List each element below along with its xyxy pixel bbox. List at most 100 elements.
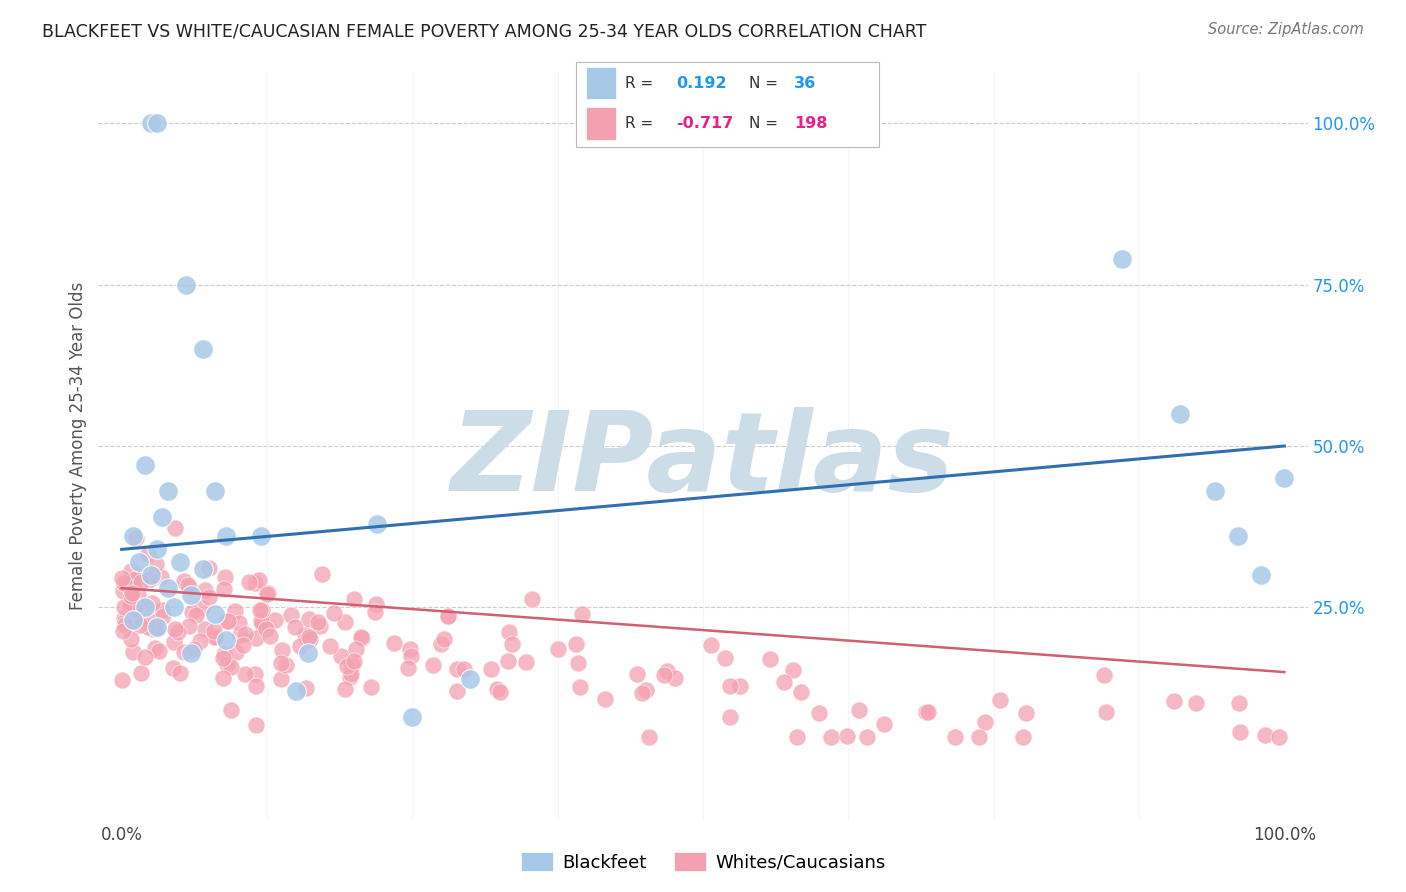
Point [186,607,208,622]
Point [1184,696,1206,710]
Point [298,630,321,644]
Point [217,614,239,628]
Point [652,668,675,682]
Point [718,679,741,693]
Point [232,638,254,652]
Point [340,666,363,681]
Point [136,547,159,561]
Point [437,609,460,624]
Point [270,656,292,670]
Point [114,618,136,632]
Text: N =: N = [749,116,783,131]
Point [145,542,167,557]
Point [163,521,186,535]
Point [343,654,366,668]
Point [157,484,180,499]
Point [173,644,195,658]
Point [498,625,520,640]
Point [307,615,329,630]
Point [233,667,256,681]
Point [129,618,152,632]
Point [429,637,451,651]
Point [339,670,361,684]
Point [131,665,153,680]
Point [945,730,967,744]
Point [522,591,544,606]
Point [284,620,307,634]
Point [634,682,657,697]
Point [191,562,214,576]
Point [111,673,134,687]
Text: 198: 198 [794,116,828,131]
Point [567,656,589,670]
Text: Source: ZipAtlas.com: Source: ZipAtlas.com [1208,22,1364,37]
Point [488,685,510,699]
Point [139,572,162,586]
Point [112,576,135,591]
Point [790,685,813,699]
Point [224,604,246,618]
Point [120,632,142,646]
Point [129,601,152,615]
Point [1250,568,1272,582]
Point [249,603,271,617]
Point [501,637,523,651]
Point [700,638,723,652]
Point [215,615,238,629]
Point [204,607,226,621]
Point [157,581,180,595]
Point [1272,471,1295,485]
Point [1267,730,1289,744]
Point [118,599,141,614]
Point [496,654,519,668]
Y-axis label: Female Poverty Among 25-34 Year Olds: Female Poverty Among 25-34 Year Olds [69,282,87,610]
Point [245,679,267,693]
Point [285,684,308,698]
Point [122,529,145,543]
Point [245,717,267,731]
Text: ZIPatlas: ZIPatlas [451,408,955,515]
Point [122,614,145,628]
Point [515,655,537,669]
Point [166,625,188,640]
Point [163,635,186,649]
Point [191,342,214,356]
Point [150,510,173,524]
Point [837,729,859,743]
Point [136,620,159,634]
Point [479,662,502,676]
Point [295,681,318,696]
Point [124,531,146,545]
Point [146,622,169,636]
Point [547,641,569,656]
Point [250,529,273,543]
Point [333,615,356,629]
Point [139,116,162,130]
Point [145,620,167,634]
Point [204,631,226,645]
Point [152,603,174,617]
Point [626,667,648,681]
Point [180,646,202,660]
Point [872,716,894,731]
Point [219,703,242,717]
Point [238,574,260,589]
Point [191,600,214,615]
Point [125,608,148,623]
Point [1204,484,1226,499]
Point [360,681,382,695]
Point [366,516,388,531]
Point [254,622,277,636]
Point [329,649,352,664]
Point [121,586,143,600]
Point [342,658,364,673]
Point [215,657,238,672]
Point [139,568,162,582]
Point [460,672,482,686]
Point [807,706,830,721]
Point [1163,694,1185,708]
Point [593,691,616,706]
Point [259,629,281,643]
Point [169,555,191,569]
Point [1254,728,1277,742]
